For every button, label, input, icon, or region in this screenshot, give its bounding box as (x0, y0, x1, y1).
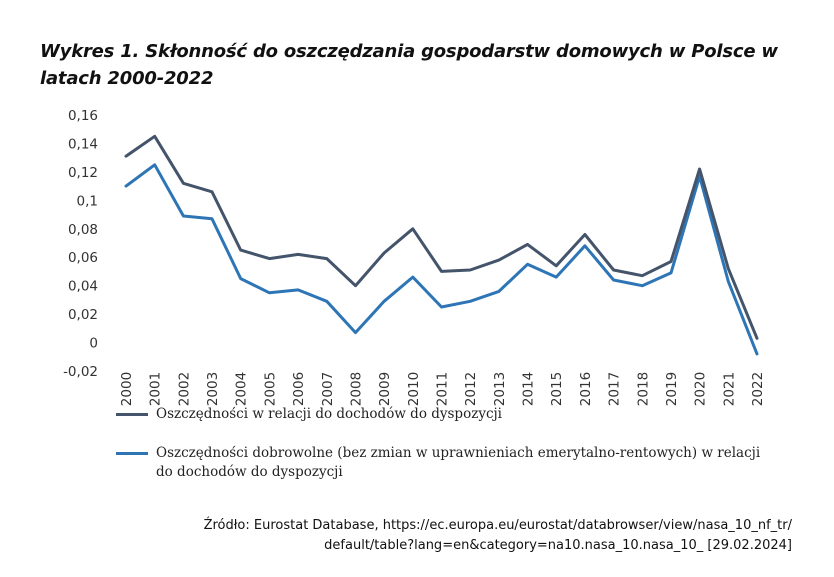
y-tick-label: 0,06 (68, 250, 98, 266)
x-tick-label: 2010 (406, 372, 422, 406)
x-tick-label: 2019 (664, 372, 680, 406)
source-line-2: default/table?lang=en&category=na10.nasa… (324, 538, 792, 553)
x-tick-label: 2002 (176, 372, 192, 406)
x-tick-label: 2022 (750, 372, 766, 406)
source-line-1: Źródło: Eurostat Database, https://ec.eu… (203, 518, 792, 533)
x-tick-label: 2009 (377, 372, 393, 406)
x-tick-label: 2005 (262, 372, 278, 406)
legend-label-2: Oszczędności dobrowolne (bez zmian w upr… (156, 445, 761, 480)
x-tick-label: 2001 (148, 372, 164, 406)
x-tick-label: 2008 (348, 372, 364, 406)
x-tick-label: 2017 (607, 372, 623, 406)
x-tick-label: 2015 (549, 372, 565, 406)
x-tick-label: 2013 (492, 372, 508, 406)
series-line-2 (124, 163, 759, 356)
x-tick-label: 2007 (320, 372, 336, 406)
legend-item-1: Oszczędności w relacji do dochodów do dy… (116, 405, 502, 424)
x-tick-label: 2012 (463, 372, 479, 406)
y-tick-label: 0,16 (68, 108, 98, 124)
legend-item-2: Oszczędności dobrowolne (bez zmian w upr… (116, 444, 776, 482)
x-tick-label: 2006 (291, 372, 307, 406)
y-tick-label: 0,04 (68, 279, 98, 295)
x-tick-label: 2021 (721, 372, 737, 406)
y-tick-label: 0,14 (68, 136, 98, 152)
y-tick-label: 0,02 (68, 307, 98, 323)
chart-title: Wykres 1. Skłonność do oszczędzania gosp… (40, 41, 778, 89)
y-tick-label: 0,1 (77, 193, 98, 209)
x-tick-label: 2000 (119, 372, 135, 406)
legend-label-1: Oszczędności w relacji do dochodów do dy… (156, 406, 503, 422)
x-tick-label: 2011 (435, 372, 451, 406)
source-note: Źródło: Eurostat Database, https://ec.eu… (72, 516, 792, 556)
y-tick-label: 0 (89, 336, 98, 352)
y-tick-label: 0,12 (68, 165, 98, 181)
x-tick-label: 2004 (234, 372, 250, 406)
x-tick-label: 2020 (693, 372, 709, 406)
x-tick-label: 2018 (635, 372, 651, 406)
x-tick-label: 2016 (578, 372, 594, 406)
legend-swatch-1 (116, 413, 148, 416)
x-tick-label: 2003 (205, 372, 221, 406)
x-tick-label: 2014 (521, 372, 537, 406)
y-tick-label: 0,08 (68, 222, 98, 238)
legend-swatch-2 (116, 452, 148, 455)
y-tick-label: -0,02 (63, 364, 98, 380)
